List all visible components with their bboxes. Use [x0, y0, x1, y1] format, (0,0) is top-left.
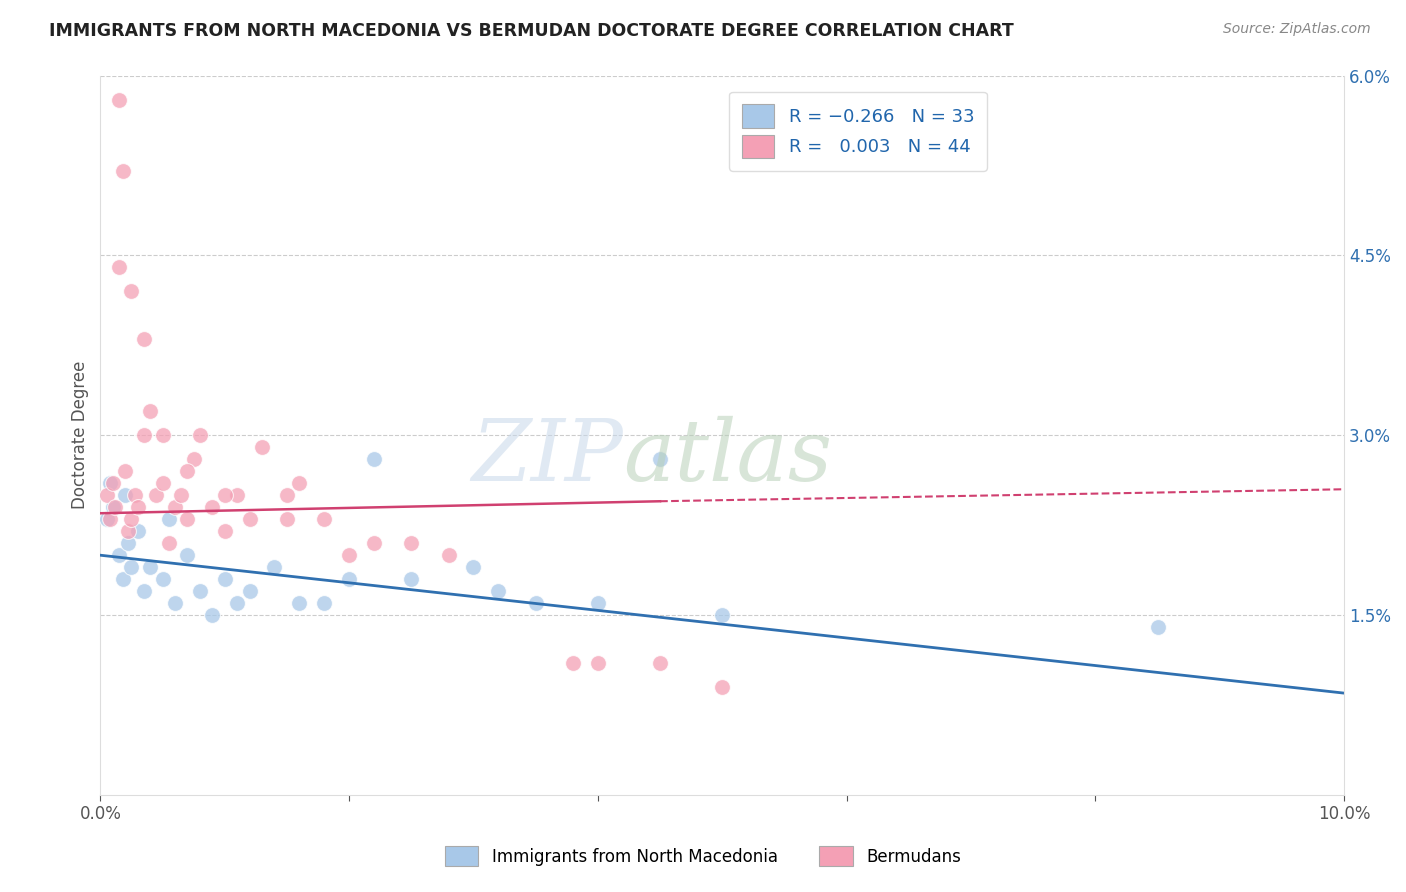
Point [163, 500, 186, 515]
Point [170, 488, 193, 502]
Point [363, 536, 385, 550]
Point [157, 536, 180, 550]
Point [437, 548, 460, 562]
Point [214, 524, 236, 539]
Point [96, 512, 118, 526]
Point [337, 572, 360, 586]
Point [139, 560, 162, 574]
Point [586, 656, 609, 670]
Point [139, 404, 162, 418]
Point [117, 536, 139, 550]
Point [176, 512, 198, 526]
Point [648, 656, 671, 670]
Point [117, 524, 139, 539]
Point [314, 512, 336, 526]
Point [401, 572, 423, 586]
Point [288, 476, 311, 491]
Point [276, 488, 298, 502]
Point [188, 584, 211, 599]
Point [648, 452, 671, 467]
Point [711, 608, 734, 623]
Point [108, 260, 131, 275]
Point [201, 608, 224, 623]
Point [108, 548, 131, 562]
Point [111, 164, 134, 178]
Legend: Immigrants from North Macedonia, Bermudans: Immigrants from North Macedonia, Bermuda… [437, 838, 969, 875]
Point [104, 500, 127, 515]
Point [239, 584, 262, 599]
Point [132, 584, 155, 599]
Point [127, 500, 149, 515]
Point [337, 548, 360, 562]
Point [1146, 620, 1168, 634]
Text: atlas: atlas [623, 416, 832, 499]
Point [120, 560, 142, 574]
Point [96, 488, 118, 502]
Point [127, 524, 149, 539]
Text: Source: ZipAtlas.com: Source: ZipAtlas.com [1223, 22, 1371, 37]
Point [101, 500, 124, 515]
Point [132, 332, 155, 346]
Point [288, 596, 311, 610]
Point [108, 93, 131, 107]
Point [226, 488, 249, 502]
Y-axis label: Doctorate Degree: Doctorate Degree [72, 361, 89, 509]
Point [314, 596, 336, 610]
Point [562, 656, 585, 670]
Point [120, 285, 142, 299]
Point [114, 488, 136, 502]
Point [176, 464, 198, 478]
Legend: R = −0.266   N = 33, R =   0.003   N = 44: R = −0.266 N = 33, R = 0.003 N = 44 [728, 92, 987, 170]
Point [111, 572, 134, 586]
Point [183, 452, 205, 467]
Point [152, 476, 174, 491]
Point [152, 572, 174, 586]
Point [711, 680, 734, 694]
Point [132, 428, 155, 442]
Point [276, 512, 298, 526]
Point [201, 500, 224, 515]
Point [114, 464, 136, 478]
Text: IMMIGRANTS FROM NORTH MACEDONIA VS BERMUDAN DOCTORATE DEGREE CORRELATION CHART: IMMIGRANTS FROM NORTH MACEDONIA VS BERMU… [49, 22, 1014, 40]
Point [188, 428, 211, 442]
Point [263, 560, 285, 574]
Point [586, 596, 609, 610]
Point [214, 572, 236, 586]
Point [145, 488, 167, 502]
Point [163, 596, 186, 610]
Point [463, 560, 485, 574]
Point [120, 512, 142, 526]
Point [152, 428, 174, 442]
Point [486, 584, 509, 599]
Point [524, 596, 547, 610]
Point [98, 512, 121, 526]
Text: ZIP: ZIP [471, 416, 623, 499]
Point [239, 512, 262, 526]
Point [124, 488, 146, 502]
Point [214, 488, 236, 502]
Point [98, 476, 121, 491]
Point [176, 548, 198, 562]
Point [250, 440, 273, 454]
Point [401, 536, 423, 550]
Point [101, 476, 124, 491]
Point [363, 452, 385, 467]
Point [226, 596, 249, 610]
Point [157, 512, 180, 526]
